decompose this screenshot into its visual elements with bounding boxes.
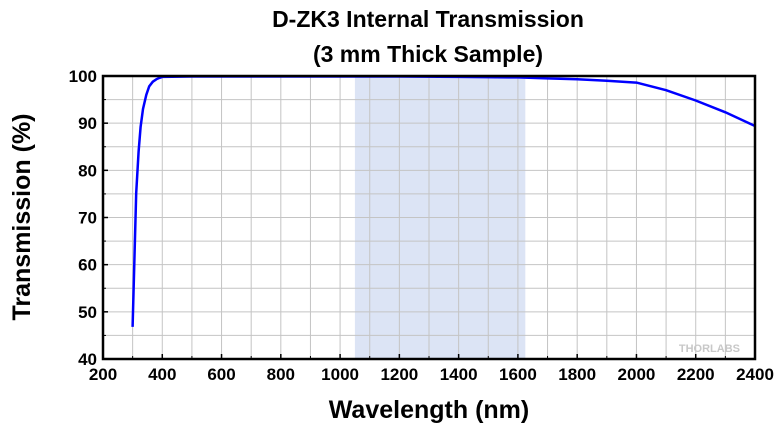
y-tick-label: 40 bbox=[78, 350, 97, 369]
y-tick-label: 50 bbox=[78, 303, 97, 322]
x-tick-label: 1400 bbox=[440, 365, 478, 384]
x-tick-label: 600 bbox=[207, 365, 235, 384]
thorlabs-watermark: THORLABS bbox=[679, 343, 740, 355]
y-tick-label: 60 bbox=[78, 256, 97, 275]
y-axis-label: Transmission (%) bbox=[8, 114, 36, 321]
chart-title: D-ZK3 Internal Transmission bbox=[272, 6, 584, 32]
chart-subtitle: (3 mm Thick Sample) bbox=[313, 41, 543, 67]
y-tick-label: 100 bbox=[69, 67, 97, 86]
y-tick-label: 70 bbox=[78, 209, 97, 228]
x-tick-label: 2000 bbox=[618, 365, 656, 384]
x-tick-label: 1000 bbox=[321, 365, 359, 384]
x-tick-label: 2200 bbox=[677, 365, 715, 384]
x-tick-label: 800 bbox=[267, 365, 295, 384]
y-tick-label: 90 bbox=[78, 114, 97, 133]
y-tick-label: 80 bbox=[78, 161, 97, 180]
x-tick-label: 400 bbox=[148, 365, 176, 384]
x-tick-label: 200 bbox=[89, 365, 117, 384]
x-axis-label: Wavelength (nm) bbox=[329, 396, 529, 424]
x-tick-label: 1200 bbox=[380, 365, 418, 384]
x-tick-label: 1800 bbox=[558, 365, 596, 384]
x-tick-label: 2400 bbox=[736, 365, 774, 384]
x-tick-label: 1600 bbox=[499, 365, 537, 384]
